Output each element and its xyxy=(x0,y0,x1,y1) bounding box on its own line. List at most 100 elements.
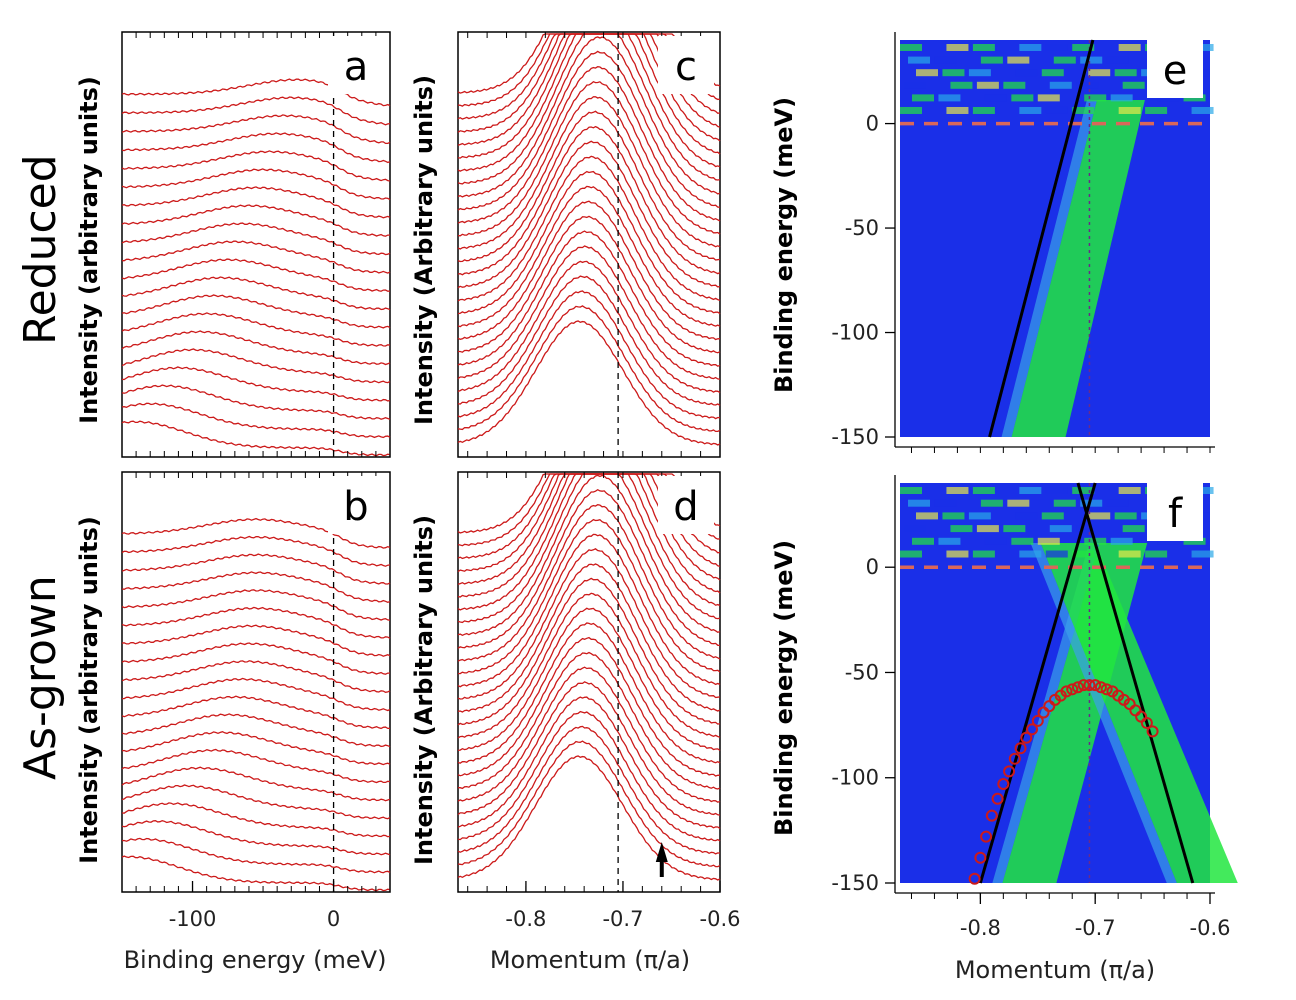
dispersion-point xyxy=(1089,679,1102,692)
map-noise xyxy=(1110,537,1133,545)
map-noise xyxy=(1041,512,1064,520)
curve-a-18 xyxy=(121,96,391,126)
curve-b-14 xyxy=(121,606,391,639)
panel-letter-e: e xyxy=(1163,48,1188,94)
curve-c-15 xyxy=(457,96,721,250)
xlabel-b: Binding energy (meV) xyxy=(124,946,387,974)
curve-d-1 xyxy=(457,740,721,868)
map-noise xyxy=(900,44,922,51)
dispersion-point xyxy=(1060,685,1073,698)
map-band-edge xyxy=(1030,543,1177,883)
curve-a-4 xyxy=(121,348,391,384)
map-noise xyxy=(942,69,965,77)
map-noise xyxy=(934,499,957,507)
curve-c-13 xyxy=(457,125,721,276)
dispersion-point xyxy=(1100,683,1113,696)
map-noise xyxy=(1019,44,1042,51)
curve-d-4 xyxy=(457,696,721,829)
curve-c-19 xyxy=(457,36,721,198)
y-tick-label: 0 xyxy=(866,555,879,579)
xlabel-d: Momentum (π/a) xyxy=(490,946,690,974)
x-tick-label: -0.8 xyxy=(505,907,546,931)
curve-b-0 xyxy=(121,855,391,892)
map-noise xyxy=(1019,487,1042,494)
map-noise xyxy=(1145,106,1168,114)
curve-d-14 xyxy=(457,548,721,700)
dispersion-point xyxy=(1077,679,1090,692)
map-noise xyxy=(1049,525,1072,533)
panel-letter-c: c xyxy=(675,44,697,90)
map-noise xyxy=(900,106,922,114)
curve-d-3 xyxy=(457,710,721,842)
x-tick-label: -0.8 xyxy=(960,916,1001,940)
curve-b-8 xyxy=(121,713,391,748)
curve-b-2 xyxy=(121,820,391,856)
panel-a: a xyxy=(121,31,391,458)
panel-letter-bg xyxy=(658,476,714,534)
x-tick-label: -0.6 xyxy=(1190,916,1231,940)
curve-c-10 xyxy=(457,170,721,315)
dispersion-point xyxy=(968,872,981,885)
map-noise xyxy=(1118,44,1141,51)
dispersion-point xyxy=(1066,683,1079,696)
map-noise xyxy=(1145,550,1168,558)
curve-d-16 xyxy=(457,518,721,675)
map-noise xyxy=(1015,512,1038,520)
map-noise xyxy=(1045,106,1068,114)
map-noise xyxy=(1076,81,1099,89)
map-noise xyxy=(972,487,995,494)
curve-d-11 xyxy=(457,592,721,739)
curve-b-11 xyxy=(121,660,391,693)
map-noise xyxy=(908,56,930,64)
map-noise xyxy=(1118,487,1141,494)
map-noise xyxy=(1080,56,1103,64)
x-tick-label: -0.7 xyxy=(1075,916,1116,940)
y-tick-label: -100 xyxy=(831,321,879,345)
y-tick-label: -100 xyxy=(831,766,879,790)
map-noise xyxy=(1003,525,1026,533)
dispersion-point xyxy=(980,830,993,843)
curve-c-8 xyxy=(457,200,721,341)
map-noise xyxy=(980,56,1003,64)
curve-a-1 xyxy=(121,402,391,439)
map-noise xyxy=(934,56,957,64)
map-noise xyxy=(942,512,965,520)
map-noise xyxy=(1122,81,1145,89)
curve-d-18 xyxy=(457,488,721,649)
map-noise xyxy=(1080,499,1103,507)
dispersion-point xyxy=(985,809,998,822)
panel-letter-bg xyxy=(658,36,714,94)
x-tick-label: -0.6 xyxy=(700,907,741,931)
curve-a-9 xyxy=(121,258,391,292)
map-noise xyxy=(946,487,969,494)
map-noise xyxy=(938,94,961,102)
curve-c-1 xyxy=(457,305,721,433)
map-noise xyxy=(908,499,930,507)
map-noise xyxy=(1053,56,1076,64)
map-noise xyxy=(946,106,969,114)
map-noise xyxy=(950,525,973,533)
map-noise xyxy=(938,537,961,545)
map-noise xyxy=(946,550,969,558)
curve-a-14 xyxy=(121,168,391,201)
panel-letter-bg xyxy=(328,476,384,534)
map-noise xyxy=(1191,106,1214,114)
dispersion-point xyxy=(1026,723,1039,736)
ylabel-b: Intensity (arbitrary units) xyxy=(75,516,103,864)
map-noise xyxy=(1088,512,1111,520)
curve-a-15 xyxy=(121,150,391,182)
panel-f: 0 -50 -100 -150 -0.8 -0.7 -0.6 f xyxy=(831,475,1238,940)
curve-d-6 xyxy=(457,666,721,803)
map-noise xyxy=(984,537,1007,545)
dispersion-point xyxy=(974,851,987,864)
map-noise xyxy=(1118,106,1141,114)
map-noise xyxy=(1037,94,1060,102)
curve-a-2 xyxy=(121,384,391,420)
map-noise xyxy=(904,81,926,89)
map-noise xyxy=(1007,499,1030,507)
map-noise xyxy=(1053,499,1076,507)
curve-b-10 xyxy=(122,677,391,712)
map-noise xyxy=(968,512,991,520)
map-noise xyxy=(1183,537,1206,545)
curve-d-19 xyxy=(457,474,721,637)
